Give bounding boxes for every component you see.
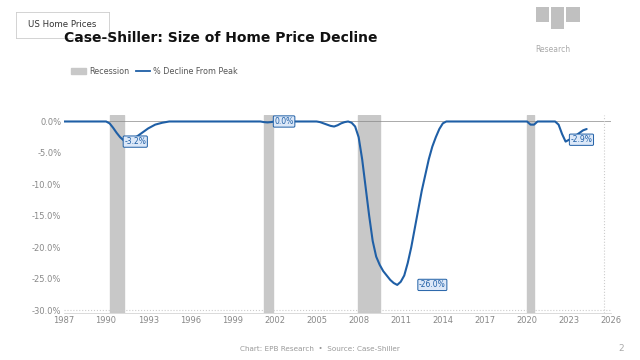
Text: Chart: EPB Research  •  Source: Case-Shiller: Chart: EPB Research • Source: Case-Shill… [240,346,400,352]
FancyBboxPatch shape [536,7,549,22]
FancyBboxPatch shape [566,7,580,22]
Bar [264,115,273,313]
Text: 2: 2 [618,344,624,353]
Text: -2.9%: -2.9% [570,135,593,144]
Bar [527,115,534,313]
FancyBboxPatch shape [551,7,564,29]
Text: Research: Research [536,45,571,54]
Bar [109,115,124,313]
Legend: Recession, % Decline From Peak: Recession, % Decline From Peak [68,63,241,79]
Text: -3.2%: -3.2% [124,137,146,146]
Text: Case-Shiller: Size of Home Price Decline: Case-Shiller: Size of Home Price Decline [64,31,378,45]
Text: 0.0%: 0.0% [275,117,294,126]
Bar [358,115,380,313]
Text: US Home Prices: US Home Prices [28,21,97,30]
Text: -26.0%: -26.0% [419,280,445,289]
